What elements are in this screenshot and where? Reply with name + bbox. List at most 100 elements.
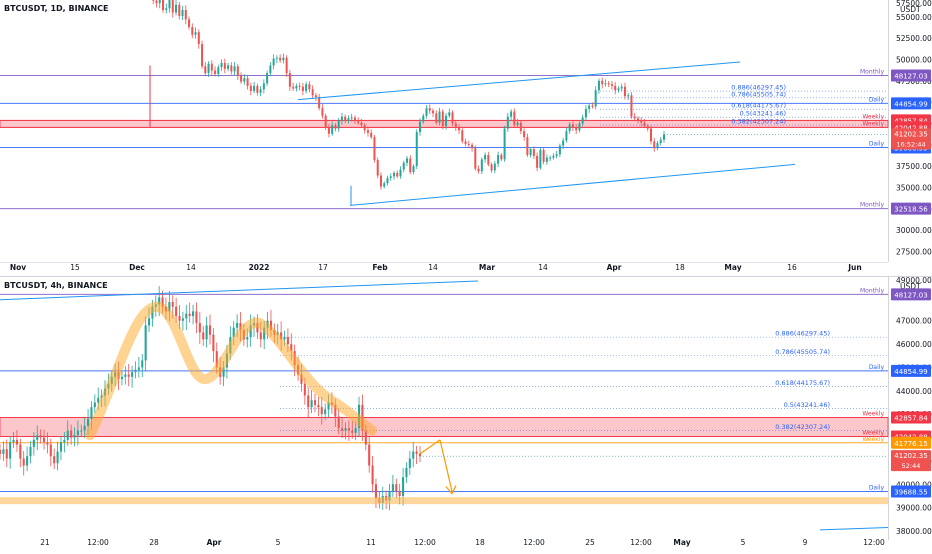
candle-body	[175, 4, 178, 13]
candle-body	[158, 0, 161, 4]
x-tick-label: Mar	[479, 263, 496, 272]
candle-body	[279, 57, 282, 61]
trendline-lower	[819, 526, 889, 531]
candle-body	[230, 65, 233, 72]
trendline-upper	[297, 61, 741, 101]
candle-body	[474, 148, 477, 169]
candle-body	[480, 159, 483, 172]
candle-body	[565, 131, 568, 141]
last-price-box	[891, 450, 931, 472]
level-price-label: 42857.84	[894, 414, 928, 422]
candle-body	[185, 313, 188, 319]
candle-body	[347, 428, 350, 431]
level-tag: Weekly	[862, 436, 884, 443]
candle-body	[63, 439, 66, 443]
candle-body	[181, 9, 184, 16]
x-tick-label: 25	[585, 538, 595, 547]
candle-body	[188, 313, 191, 317]
candle-body	[46, 442, 49, 445]
candle-body	[12, 439, 15, 443]
candle-body	[581, 117, 584, 124]
candle-body	[280, 332, 283, 340]
candle-body	[191, 27, 194, 35]
candle-body	[614, 85, 617, 91]
candle-body	[220, 62, 223, 68]
candle-body	[178, 316, 181, 321]
y-tick-label: 38000.00	[896, 527, 932, 536]
level-tag: Daily	[869, 96, 885, 103]
y-tick-label: 52500.00	[896, 34, 932, 43]
y-tick-label: 39000.00	[896, 504, 932, 513]
candle-body	[395, 484, 398, 492]
candle-body	[334, 125, 337, 129]
candle-body	[620, 86, 623, 89]
candle-body	[327, 126, 330, 134]
candle-body	[415, 132, 418, 167]
candle-body	[36, 435, 39, 440]
candle-body	[542, 149, 545, 162]
level-tag: Monthly	[860, 68, 884, 75]
candle-body	[617, 88, 620, 91]
candle-body	[484, 155, 487, 160]
candle-body	[240, 75, 243, 82]
candle-body	[205, 325, 208, 340]
candle-body	[308, 84, 311, 90]
candle-body	[202, 332, 205, 340]
candle-body	[467, 143, 470, 145]
candle-body	[131, 372, 134, 377]
candle-body	[171, 302, 174, 307]
x-tick-label: Apr	[607, 263, 622, 272]
candle-body	[610, 84, 613, 86]
last-price-label: 41202.35	[894, 452, 927, 460]
candle-body	[513, 111, 516, 126]
candle-body	[246, 78, 249, 86]
candle-body	[56, 451, 59, 464]
candle-body	[487, 155, 490, 165]
candle-body	[210, 63, 213, 71]
candle-body	[337, 416, 340, 429]
candle-body	[344, 428, 347, 431]
candle-body	[155, 0, 158, 4]
level-price-label: 32518.56	[894, 206, 928, 214]
candle-body	[73, 435, 76, 438]
candle-body	[0, 450, 2, 454]
level-price-box	[891, 69, 931, 82]
y-tick-label: 35000.00	[896, 183, 932, 192]
candle-body	[236, 66, 239, 76]
level-price-box	[891, 485, 931, 498]
candle-body	[269, 65, 272, 74]
level-price-label: 44854.99	[894, 368, 927, 376]
candle-body	[175, 306, 178, 317]
candle-body	[158, 297, 161, 305]
candle-body	[597, 80, 600, 91]
candle-body	[373, 137, 376, 161]
candle-body	[552, 155, 555, 158]
level-tag: Monthly	[860, 287, 884, 294]
four-hour-pane: 47000.0046000.0045000.0044000.0043000.00…	[0, 276, 932, 547]
x-tick-label: 16	[787, 263, 797, 272]
candle-body	[422, 115, 425, 122]
candle-body	[263, 327, 266, 340]
x-tick-label: 12:00	[863, 538, 885, 547]
candle-body	[412, 451, 415, 459]
fib-label: 0.382(42307.24)	[731, 118, 786, 126]
candle-body	[341, 428, 344, 431]
candle-body	[451, 112, 454, 124]
candle-body	[283, 337, 286, 340]
candle-body	[445, 115, 448, 127]
candle-body	[197, 32, 200, 45]
x-tick-label: Nov	[10, 263, 26, 272]
x-tick-label: 18	[675, 263, 685, 272]
candle-body	[162, 0, 165, 10]
candle-body	[307, 395, 310, 408]
candle-body	[317, 404, 320, 408]
level-price-label: 48127.03	[894, 291, 927, 299]
y-tick-label: 37500.00	[896, 162, 932, 171]
candle-body	[347, 118, 350, 121]
candle-body	[137, 367, 140, 370]
x-tick-label: 2022	[249, 263, 270, 272]
candle-body	[594, 90, 597, 107]
candle-body	[253, 85, 256, 92]
candle-body	[266, 73, 269, 84]
level-price-box	[891, 436, 931, 449]
